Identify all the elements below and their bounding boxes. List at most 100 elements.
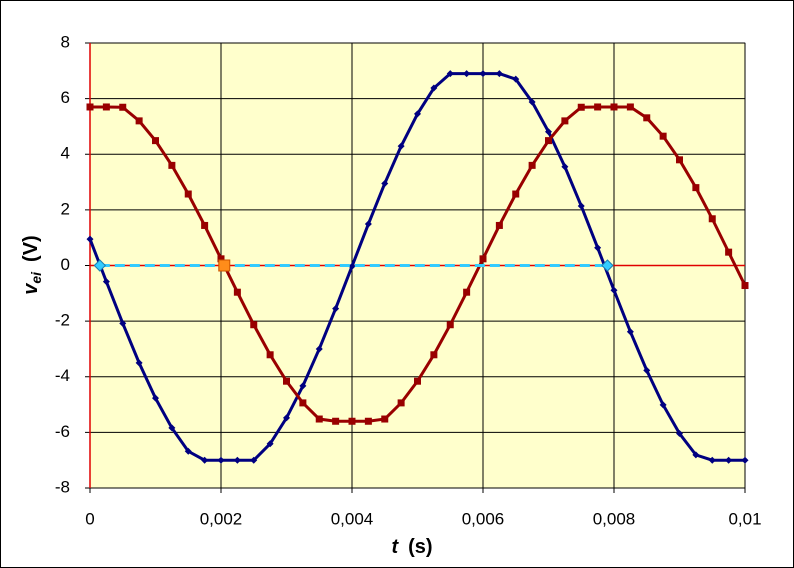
data-point <box>152 394 159 402</box>
y-tick-label: 8 <box>61 32 70 51</box>
data-point <box>119 319 127 327</box>
y-tick-label: -4 <box>55 366 70 385</box>
data-point <box>348 262 356 270</box>
data-point <box>708 215 716 223</box>
data-point <box>610 286 618 294</box>
data-point <box>725 456 733 464</box>
data-point <box>708 456 716 464</box>
data-point <box>233 456 241 464</box>
data-point <box>266 440 274 448</box>
data-point <box>283 377 290 385</box>
data-point <box>610 103 618 111</box>
data-point <box>626 328 634 336</box>
x-tick-label: 0,006 <box>462 509 505 528</box>
cursor-marker <box>218 259 231 272</box>
y-tick-label: 4 <box>61 144 70 163</box>
data-point <box>463 70 471 78</box>
data-point <box>495 221 503 229</box>
data-point <box>528 161 536 169</box>
data-point <box>577 103 585 111</box>
data-point <box>201 456 209 464</box>
data-point <box>135 117 143 125</box>
data-point <box>184 190 192 198</box>
data-point <box>168 424 176 432</box>
y-unit: (V) <box>20 235 42 262</box>
data-point <box>152 137 159 145</box>
data-point <box>463 288 471 296</box>
data-point <box>397 399 405 407</box>
data-point <box>594 103 602 111</box>
data-point <box>102 278 110 286</box>
data-point <box>495 70 503 78</box>
data-point <box>692 184 700 192</box>
data-point <box>626 103 634 111</box>
data-point <box>135 359 143 367</box>
data-point <box>381 415 389 423</box>
x-unit: (s) <box>408 536 432 558</box>
data-point <box>86 235 94 243</box>
x-symbol: t <box>391 536 399 558</box>
y-tick-label: 6 <box>61 88 70 107</box>
data-point <box>315 415 323 423</box>
x-tick-label: 0,002 <box>200 509 243 528</box>
data-point <box>299 399 307 407</box>
data-point <box>217 456 225 464</box>
y-axis-title: vei (V) <box>20 235 43 294</box>
data-point <box>332 305 340 313</box>
data-point <box>446 70 454 78</box>
data-point <box>364 417 372 425</box>
data-point <box>397 142 405 150</box>
data-point <box>381 179 389 187</box>
data-point <box>545 128 552 136</box>
data-point <box>659 132 667 140</box>
data-point <box>725 248 733 256</box>
data-point <box>283 414 290 422</box>
data-point <box>676 429 683 437</box>
data-point <box>430 351 438 359</box>
data-point <box>545 137 552 145</box>
data-point <box>266 351 274 359</box>
data-point <box>528 98 536 106</box>
data-point <box>594 244 602 252</box>
data-point <box>414 110 421 118</box>
y-tick-label: -2 <box>55 311 70 330</box>
data-point <box>692 451 700 459</box>
data-point <box>250 456 258 464</box>
x-tick-label: 0 <box>85 509 94 528</box>
data-point <box>414 377 421 385</box>
y-tick-label: -8 <box>55 477 70 496</box>
data-point <box>561 117 569 125</box>
data-point <box>561 163 569 171</box>
data-point <box>250 321 258 329</box>
data-point <box>102 103 110 111</box>
data-point <box>676 156 683 164</box>
y-tick-label: 0 <box>61 255 70 274</box>
data-point <box>659 401 667 409</box>
data-point <box>119 103 127 111</box>
data-point <box>430 84 438 92</box>
data-point <box>512 190 520 198</box>
data-point <box>332 417 340 425</box>
x-tick-label: 0,008 <box>593 509 636 528</box>
cursor-marker <box>601 259 614 272</box>
x-axis-title: t (s) <box>391 536 432 558</box>
y-symbol: v <box>20 282 42 295</box>
data-point <box>201 221 209 229</box>
data-point <box>315 345 323 353</box>
data-point <box>577 202 585 210</box>
data-point <box>299 382 307 390</box>
data-point <box>643 114 651 122</box>
data-point <box>741 282 749 290</box>
data-point <box>479 255 487 263</box>
data-point <box>233 288 241 296</box>
data-point <box>512 75 520 83</box>
data-point <box>168 161 176 169</box>
y-subscript: ei <box>28 271 44 284</box>
data-point <box>348 417 356 425</box>
data-point <box>86 103 94 111</box>
data-point <box>446 321 454 329</box>
x-tick-label: 0,004 <box>331 509 374 528</box>
x-tick-label: 0,01 <box>728 509 761 528</box>
y-tick-label: -6 <box>55 422 70 441</box>
